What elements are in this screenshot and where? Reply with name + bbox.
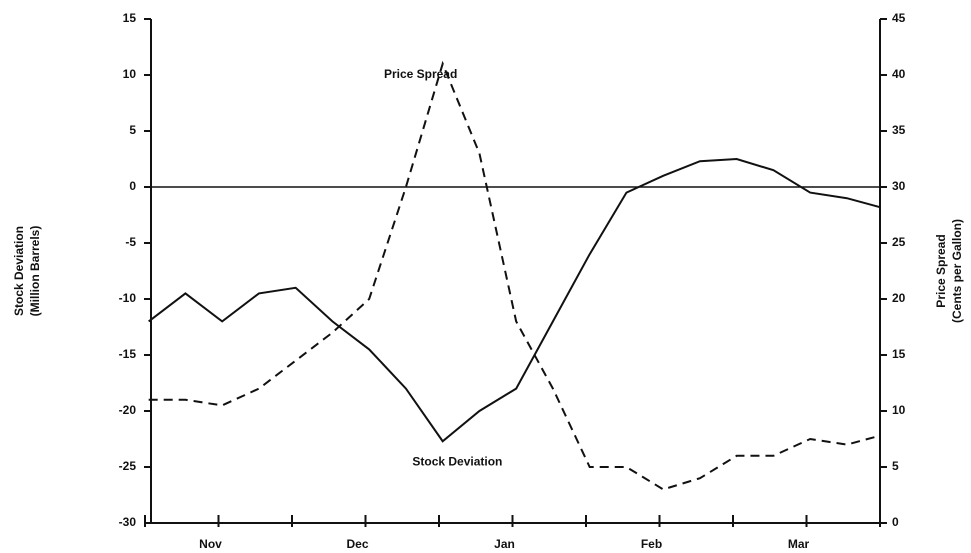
y-axis-label: (Million Barrels) bbox=[28, 226, 42, 317]
y-tick-label: 15 bbox=[123, 11, 137, 25]
y-tick-label: 5 bbox=[129, 123, 136, 137]
y-tick-label: -10 bbox=[119, 291, 137, 305]
y2-tick-label: 45 bbox=[892, 11, 906, 25]
x-tick-label: Mar bbox=[788, 537, 810, 551]
y2-tick-label: 20 bbox=[892, 291, 906, 305]
y2-tick-label: 35 bbox=[892, 123, 906, 137]
y2-tick-label: 25 bbox=[892, 235, 906, 249]
y2-tick-label: 15 bbox=[892, 347, 906, 361]
y2-tick-label: 10 bbox=[892, 403, 906, 417]
y-tick-label: 0 bbox=[129, 179, 136, 193]
y2-tick-label: 40 bbox=[892, 67, 906, 81]
annotation: Stock Deviation bbox=[412, 455, 502, 469]
y2-tick-label: 0 bbox=[892, 515, 899, 529]
series-line bbox=[148, 157, 881, 443]
y-tick-label: -20 bbox=[119, 403, 137, 417]
x-tick-label: Nov bbox=[199, 537, 222, 551]
y2-axis-label: (Cents per Gallon) bbox=[950, 219, 964, 323]
x-tick-label: Dec bbox=[346, 537, 368, 551]
y-tick-label: -25 bbox=[119, 459, 137, 473]
y2-axis-label: Price Spread bbox=[934, 234, 948, 307]
x-tick-label: Feb bbox=[641, 537, 662, 551]
y-tick-label: -30 bbox=[119, 515, 137, 529]
series-line bbox=[148, 60, 881, 491]
y2-tick-label: 30 bbox=[892, 179, 906, 193]
y-tick-label: 10 bbox=[123, 67, 137, 81]
x-tick-label: Jan bbox=[494, 537, 515, 551]
y2-tick-label: 5 bbox=[892, 459, 899, 473]
y-axis-label: Stock Deviation bbox=[12, 226, 26, 316]
y-tick-label: -5 bbox=[125, 235, 136, 249]
y-tick-label: -15 bbox=[119, 347, 137, 361]
annotation: Price Spread bbox=[384, 67, 457, 81]
